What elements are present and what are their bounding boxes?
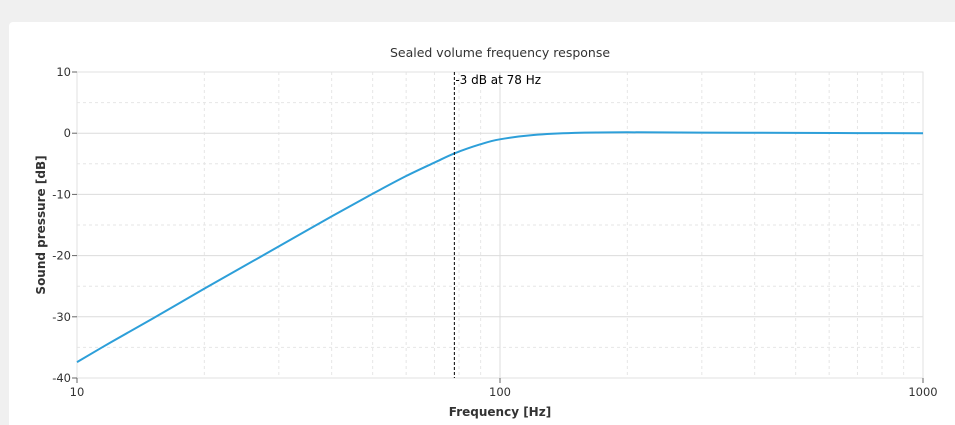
y-tick-label: 10 — [56, 65, 71, 79]
y-axis-ticks: 10 0 -10 -20 -30 -40 — [52, 65, 77, 385]
y-tick-label: -20 — [52, 249, 71, 263]
minor-grid — [77, 72, 923, 378]
series-line — [76, 131, 924, 363]
x-axis-label: Frequency [Hz] — [449, 405, 551, 419]
y-axis-label: Sound pressure [dB] — [34, 155, 48, 294]
x-tick-label: 100 — [489, 385, 511, 399]
x-axis-ticks: 10 100 1000 — [70, 378, 938, 399]
y-tick-label: 0 — [64, 126, 71, 140]
y-tick-label: -40 — [52, 371, 71, 385]
y-tick-label: -30 — [52, 310, 71, 324]
minus-3db-annotation: -3 dB at 78 Hz — [455, 73, 541, 87]
y-tick-label: -10 — [52, 187, 71, 201]
chart-card — [9, 22, 955, 425]
chart-title: Sealed volume frequency response — [390, 45, 610, 60]
x-tick-label: 10 — [70, 385, 85, 399]
x-tick-label: 1000 — [908, 385, 937, 399]
